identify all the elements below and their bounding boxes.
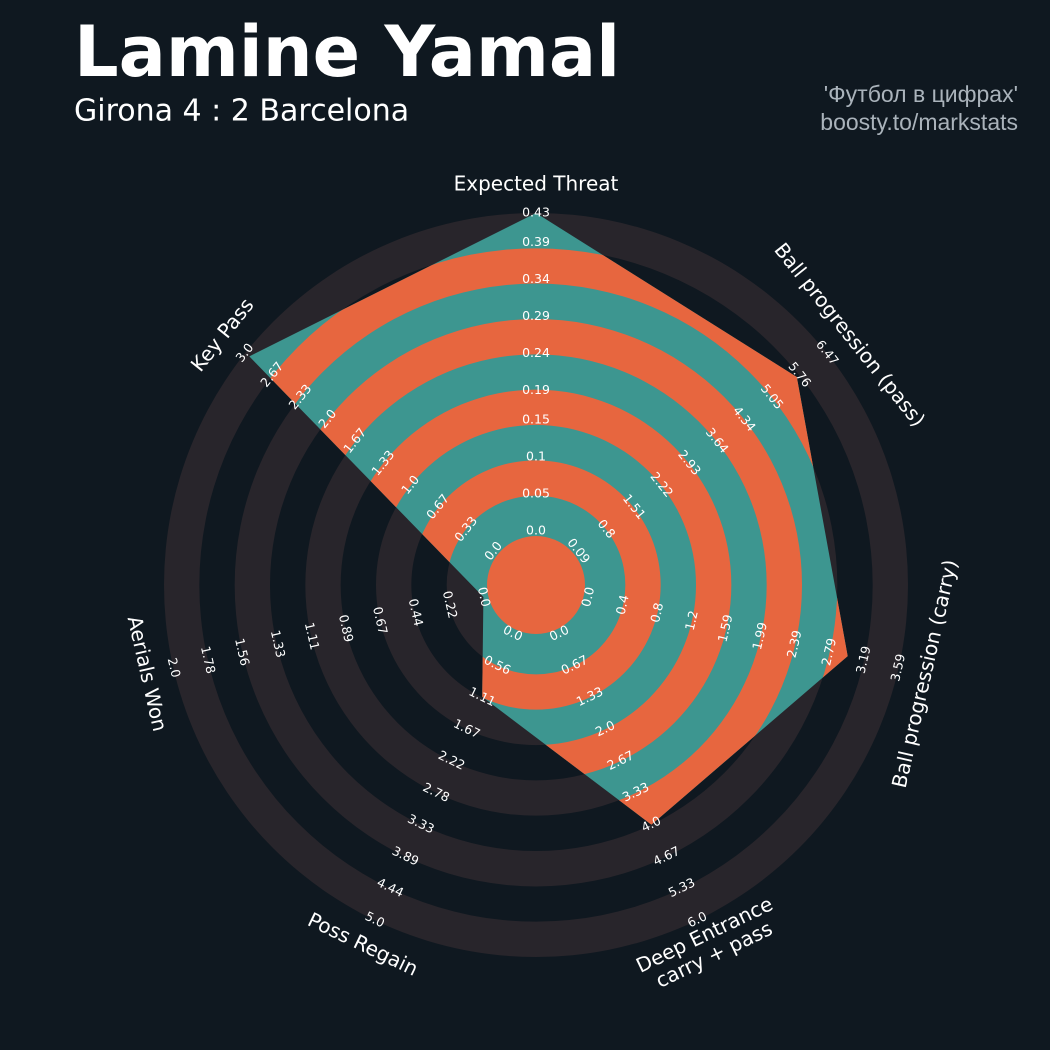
tick-label: 0.15	[522, 412, 550, 427]
tick-label: 1.56	[232, 637, 253, 668]
tick-label: 2.0	[165, 656, 184, 679]
tick-label: 1.78	[198, 645, 219, 676]
tick-label: 3.19	[853, 644, 874, 675]
tick-label: 1.33	[268, 629, 289, 659]
credit-line: boosty.to/markstats	[820, 109, 1018, 135]
tick-label: 0.1	[526, 449, 546, 464]
tick-label: 1.2	[682, 609, 701, 632]
tick-label: 0.34	[522, 271, 550, 286]
tick-label: 1.59	[715, 613, 736, 644]
tick-label: 0.29	[522, 308, 550, 323]
tick-label: 0.39	[522, 234, 550, 249]
tick-label: 0.24	[522, 345, 550, 360]
tick-label: 0.05	[522, 486, 550, 501]
tick-label: 0.22	[440, 589, 461, 619]
tick-label: 0.19	[522, 382, 550, 397]
tick-label: 3.59	[887, 652, 908, 683]
tick-label: 0.44	[406, 597, 427, 628]
tick-label: 2.39	[784, 629, 805, 660]
param-label: Expected Threat	[454, 172, 619, 196]
tick-label: 0.67	[370, 605, 391, 635]
chart-subtitle: Girona 4 : 2 Barcelona	[74, 94, 409, 129]
tick-label: 2.79	[818, 637, 839, 668]
tick-label: 0.0	[475, 585, 494, 608]
tick-label: 0.8	[647, 601, 666, 624]
tick-label: 0.43	[522, 205, 550, 220]
tick-label: 0.0	[578, 585, 597, 608]
tick-label: 0.89	[336, 613, 357, 644]
tick-label: 1.11	[302, 621, 323, 651]
chart-title: Lamine Yamal	[74, 11, 620, 93]
tick-label: 0.4	[613, 593, 632, 616]
tick-label: 1.99	[749, 621, 770, 652]
tick-label: 0.0	[526, 523, 546, 538]
center-circle	[487, 536, 585, 634]
credit-line: 'Футбол в цифрах'	[824, 81, 1018, 107]
